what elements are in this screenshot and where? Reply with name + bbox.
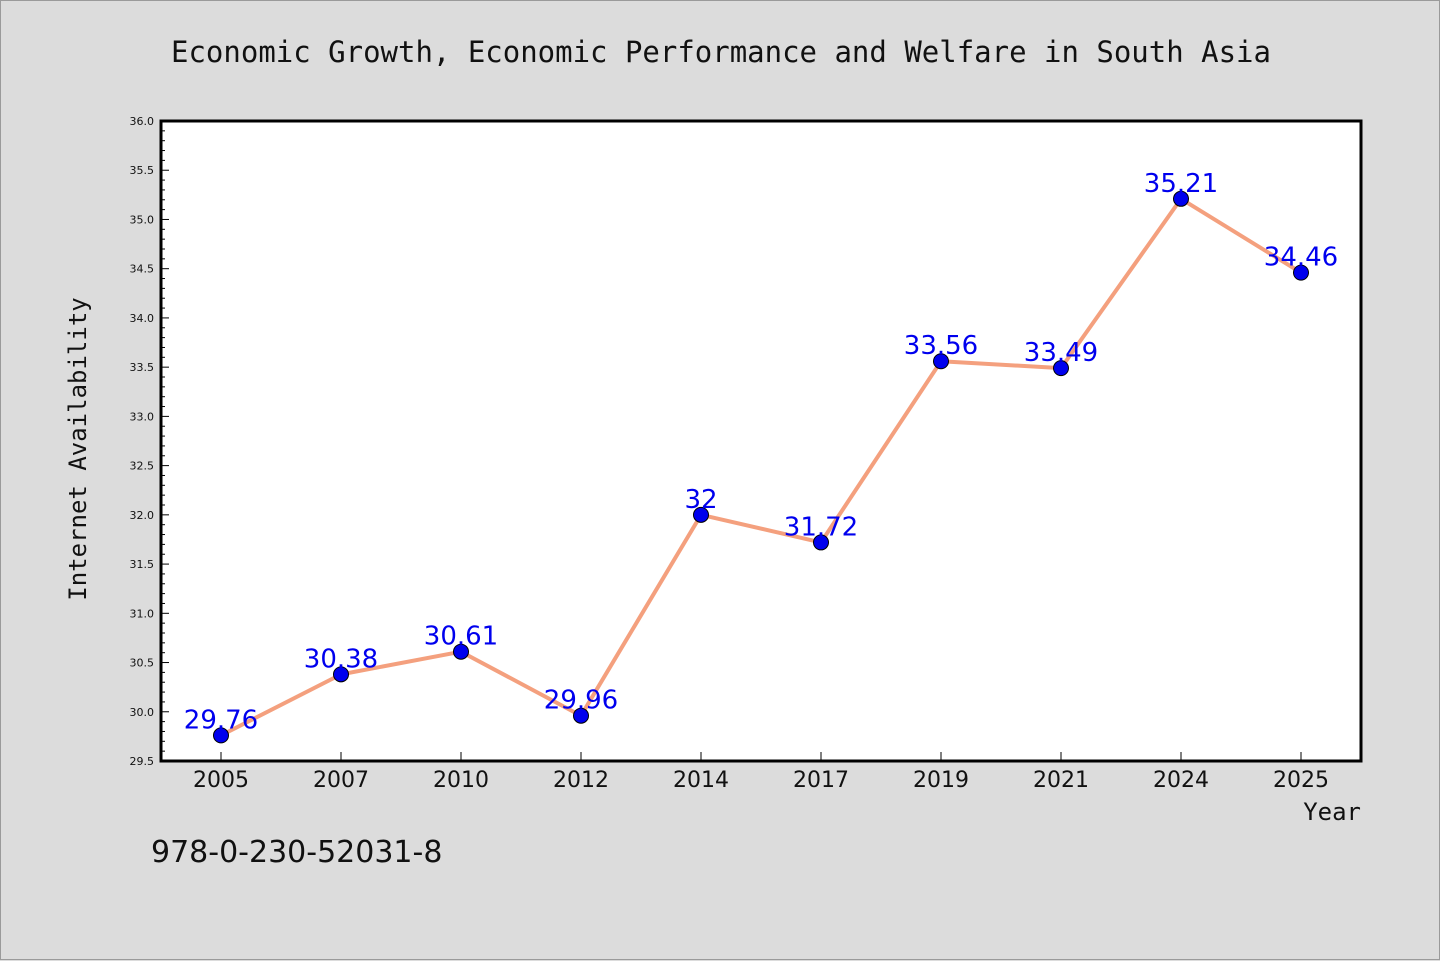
x-tick-label: 2019 [913,768,969,793]
x-axis: 2005 2007 2010 2012 2014 2017 2019 2021 2024 2025 [193,752,1329,793]
x-tick-label: 2024 [1153,768,1209,793]
data-label: 35.21 [1144,169,1218,199]
data-point [933,353,949,370]
x-tick-label: 2014 [673,768,729,793]
data-point [573,707,589,724]
isbn-text: 978-0-230-52031-8 [151,835,443,870]
data-label: 30.38 [304,644,378,674]
x-tick-label: 2010 [433,768,489,793]
data-point [1173,190,1189,207]
y-tick-label: 30.5 [130,657,155,670]
y-tick-label: 31.0 [130,607,155,620]
data-labels: 29.76 30.38 30.61 29.96 32 31.72 33.56 33.49 35.… [184,169,1338,736]
x-tick-label: 2021 [1033,768,1089,793]
x-tick-label: 2017 [793,768,849,793]
data-label: 33.56 [904,331,978,361]
y-tick-label: 35.5 [130,164,155,177]
y-tick-label: 36.0 [130,115,155,128]
y-axis-label: Internet Availability [64,297,92,601]
y-tick-label: 32.5 [130,460,155,473]
y-tick-label: 33.0 [130,410,155,423]
y-tick-label: 30.0 [130,706,155,719]
y-tick-label: 32.0 [130,509,155,522]
data-label: 33.49 [1024,338,1098,368]
data-label: 32 [684,485,717,515]
data-point [693,506,709,523]
x-tick-label: 2012 [553,768,609,793]
y-tick-label: 35.0 [130,213,155,226]
data-label: 34.46 [1264,243,1338,273]
data-point [813,534,829,551]
data-point [333,666,349,683]
data-label: 29.76 [184,705,258,735]
y-tick-label: 31.5 [130,558,155,571]
data-label: 30.61 [424,622,498,652]
data-series [213,190,1309,744]
x-tick-label: 2025 [1273,768,1329,793]
data-point [453,643,469,660]
y-axis: 29.5 30.0 30.5 31.0 31.5 32.0 32.5 33.0 33.5 34.0… [130,115,169,768]
x-tick-label: 2005 [193,768,249,793]
data-label: 29.96 [544,686,618,716]
x-tick-label: 2007 [313,768,369,793]
data-point [213,727,229,744]
y-tick-label: 34.5 [130,263,155,276]
y-tick-label: 29.5 [130,755,155,768]
x-axis-label: Year [1303,798,1361,826]
y-tick-label: 34.0 [130,312,155,325]
y-tick-label: 33.5 [130,361,155,374]
series-line [219,196,1303,738]
data-label: 31.72 [784,512,858,542]
chart-title: Economic Growth, Economic Performance an… [171,35,1271,69]
data-point [1053,360,1069,377]
data-point [1293,264,1309,281]
